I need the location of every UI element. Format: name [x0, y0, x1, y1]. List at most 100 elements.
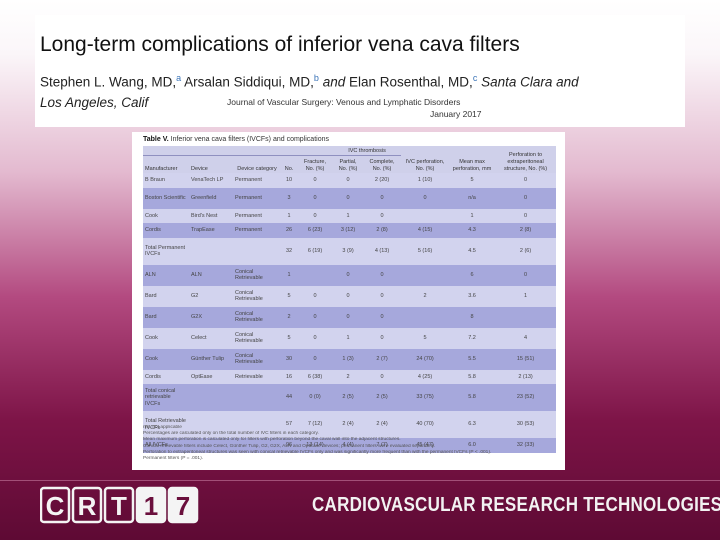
- table-cell: 23 (52): [495, 384, 557, 411]
- table-cell: Conical Retrievable: [233, 264, 281, 286]
- footnote: Permanent filters (P = .001).: [143, 456, 204, 462]
- table-cell: 0: [297, 285, 334, 307]
- affiliation-mark: b: [313, 73, 319, 83]
- table-cell: 0: [495, 264, 557, 286]
- table-cell: 1 (3): [333, 348, 364, 370]
- table-cell: [189, 438, 233, 453]
- table-cell: 0: [297, 348, 334, 370]
- table-cell: 2: [401, 285, 450, 307]
- table-row: Cordis TrapEase Permanent 26 6 (23) 3 (12) 2 (…: [143, 223, 557, 238]
- logo-letter: 1: [144, 491, 158, 521]
- table-cell: 4 (15): [401, 223, 450, 238]
- footer-divider: [0, 480, 720, 481]
- group-header-ivc-thrombosis: IVC thrombosis: [333, 146, 402, 156]
- table-cell: 0: [363, 285, 402, 307]
- table-cell: 0: [495, 208, 557, 223]
- table-cell: 1: [281, 208, 297, 223]
- table-caption-text: Inferior vena cava filters (IVCFs) and c…: [170, 136, 329, 143]
- table-cell: 0: [495, 173, 557, 188]
- affiliation-mark: a: [176, 73, 182, 83]
- table-cell: 0: [363, 187, 402, 209]
- table-cell: 1: [333, 327, 364, 349]
- logo-letter: R: [78, 491, 97, 521]
- table-cell: 15 (51): [495, 348, 557, 370]
- header-spacer: [143, 146, 334, 156]
- table-cell: 5.5: [449, 348, 496, 370]
- table-cell: 96: [281, 438, 297, 453]
- table-cell: 6 (19): [297, 237, 334, 265]
- table-cell: Total Retrievable IVCFs: [143, 411, 189, 438]
- table-cell: [401, 208, 450, 223]
- table-cell: 16: [281, 369, 297, 384]
- table-cell: TrapEase: [189, 223, 233, 238]
- table-cell: Greenfield: [189, 187, 233, 209]
- table-cell: 0: [363, 327, 402, 349]
- table-cell: 5.8: [449, 369, 496, 384]
- table-cell: 0: [333, 173, 364, 188]
- table-cell: Cook: [143, 348, 189, 370]
- table-cell: 30: [281, 348, 297, 370]
- table-cell: 2 (4): [363, 411, 402, 438]
- table-caption: Table V. Inferior vena cava filters (IVC…: [143, 136, 329, 143]
- table-row: Total conical retrievable IVCFs 44 0 (0) 2 …: [143, 384, 557, 411]
- column-header: IVC perforation, No. (%): [401, 146, 450, 173]
- table-cell: 40 (70): [401, 411, 450, 438]
- table-panel: Table V. Inferior vena cava filters (IVC…: [132, 132, 565, 470]
- logo-box: [71, 486, 103, 524]
- table-cell: [401, 306, 450, 328]
- author-name: Elan Rosenthal, MD,: [349, 74, 473, 90]
- table-cell: 2 (13): [495, 369, 557, 384]
- table-cell: 2 (7): [363, 348, 402, 370]
- table-cell: Bard: [143, 306, 189, 328]
- table-cell: 5 (16): [401, 237, 450, 265]
- affiliation-mark: c: [472, 73, 478, 83]
- table-cell: 6.3: [449, 411, 496, 438]
- table-cell: All IVCFs: [143, 438, 189, 453]
- table-cell: Bard: [143, 285, 189, 307]
- table-cell: [233, 411, 281, 438]
- table-cell: 4 (13): [363, 237, 402, 265]
- table-row: Bard G2X Conical Retrievable 2 0 0 0 8: [143, 306, 557, 328]
- table-cell: 5: [281, 327, 297, 349]
- table-cell: 2: [333, 369, 364, 384]
- table-cell: 26: [281, 223, 297, 238]
- filters-table: IVC thrombosis IVC perforation, No. (%) …: [143, 146, 557, 453]
- footer-organization-name: CARDIOVASCULAR RESEARCH TECHNOLOGIES: [312, 494, 720, 516]
- table-cell: Permanent: [233, 187, 281, 209]
- footnote: Conical retrievable filters include Cele…: [143, 443, 436, 449]
- table-cell: 2 (4): [333, 411, 364, 438]
- table-cell: 32 (33): [495, 438, 557, 453]
- table-cell: 0: [363, 264, 402, 286]
- table-cell: 6 (38): [297, 369, 334, 384]
- table-cell: [495, 306, 557, 328]
- table-cell: 0: [297, 306, 334, 328]
- column-header: Manufacturer: [143, 155, 189, 173]
- article-title: Long-term complications of inferior vena…: [40, 33, 520, 56]
- table-cell: Celect: [189, 327, 233, 349]
- table-cell: 0: [401, 187, 450, 209]
- table-cell: 3.6: [449, 285, 496, 307]
- table-cell: 3: [281, 187, 297, 209]
- table-cell: 4.3: [449, 223, 496, 238]
- table-cell: 44: [281, 384, 297, 411]
- table-cell: Cook: [143, 208, 189, 223]
- table-row: ALN ALN Conical Retrievable 1 0 0 6 0: [143, 264, 557, 286]
- table-cell: Bird's Nest: [189, 208, 233, 223]
- table-cell: Retrievable: [233, 369, 281, 384]
- table-cell: Cordis: [143, 369, 189, 384]
- table-cell: 1: [281, 264, 297, 286]
- and-word: and: [322, 74, 346, 90]
- table-cell: 0: [297, 187, 334, 209]
- table-footnotes: n/a, not applicable Percentages are calc…: [143, 425, 556, 462]
- journal-name: Journal of Vascular Surgery: Venous and …: [227, 97, 461, 107]
- article-header: Long-term complications of inferior vena…: [35, 15, 685, 127]
- table-cell: B Braun: [143, 173, 189, 188]
- table-cell: [233, 438, 281, 453]
- table-cell: Permanent: [233, 208, 281, 223]
- footnote: Percentages are calculated only on the t…: [143, 431, 319, 437]
- logo-letter: T: [111, 491, 127, 521]
- table-cell: OptEase: [189, 369, 233, 384]
- table-cell: 5: [449, 173, 496, 188]
- table-cell: [233, 384, 281, 411]
- table-cell: [401, 264, 450, 286]
